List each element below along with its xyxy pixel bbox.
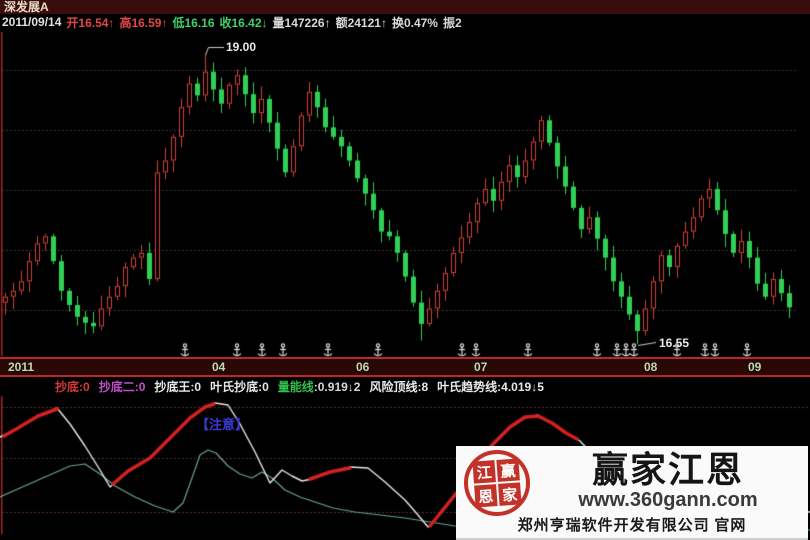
axis-label-04: 04 (212, 360, 225, 374)
indicator-value-3: :0 (258, 380, 269, 394)
seal-ring-icon: 江赢恩家 (462, 448, 532, 518)
seal-char-1: 赢 (496, 458, 519, 481)
quote-segment-7: 换0.47% (392, 14, 438, 31)
axis-label-07: 07 (474, 360, 487, 374)
seal-characters: 江赢恩家 (472, 458, 521, 507)
indicator-token-0: 抄底:0 (55, 378, 90, 395)
indicator-value-bar: 抄底:0抄底二:0抄底王:0叶氏抄底:0量能线:0.919↓2风险顶线:8叶氏趋… (0, 378, 810, 394)
quote-info-bar: 2011/09/14 开16.54↑ 高16.59↑ 低16.16 收16.42↓ 量14… (2, 14, 808, 30)
indicator-token-4: 量能线:0.919↓2 (278, 378, 361, 395)
low-price-annotation: 16.55 (659, 336, 689, 350)
indicator-value-1: :0 (135, 380, 146, 394)
axis-label-2011: 2011 (8, 360, 34, 374)
indicator-label-0: 抄底 (55, 380, 79, 394)
quote-segment-6: 额24121↑ (336, 14, 387, 31)
quote-segment-4: 收16.42↓ (220, 14, 268, 31)
indicator-value-0: :0 (79, 380, 90, 394)
indicator-label-5: 风险顶线 (369, 380, 417, 394)
indicator-value-6: :4.019↓5 (497, 380, 544, 394)
indicator-value-4: :0.919↓2 (314, 380, 361, 394)
indicator-token-2: 抄底王:0 (154, 378, 201, 395)
seal-char-3: 家 (498, 482, 521, 505)
indicator-label-6: 叶氏趋势线 (437, 380, 497, 394)
quote-segment-3: 低16.16 (172, 14, 214, 31)
quote-segment-0: 2011/09/14 (2, 15, 61, 29)
watermark: 江赢恩家 赢家江恩 www.360gann.com 郑州亨瑞软件开发有限公司 官… (456, 446, 808, 540)
indicator-token-3: 叶氏抄底:0 (210, 378, 269, 395)
stock-title: 深发展A (4, 1, 49, 14)
indicator-label-1: 抄底二 (99, 380, 135, 394)
quote-segment-8: 振2 (443, 14, 462, 31)
watermark-body: 江赢恩家 赢家江恩 www.360gann.com (456, 446, 808, 512)
seal-char-0: 江 (472, 460, 495, 483)
notice-label: 【注意】 (196, 414, 248, 433)
axis-label-09: 09 (748, 360, 761, 374)
high-price-annotation: 19.00 (226, 40, 256, 54)
seal-char-2: 恩 (474, 484, 497, 507)
quote-segment-5: 量147226↑ (273, 14, 331, 31)
indicator-value-2: :0 (190, 380, 201, 394)
time-axis: 2011 04 06 07 08 09 (0, 357, 810, 377)
indicator-token-1: 抄底二:0 (99, 378, 146, 395)
indicator-label-3: 叶氏抄底 (210, 380, 258, 394)
watermark-company: 郑州亨瑞软件开发有限公司 官网 (456, 512, 808, 538)
indicator-token-5: 风险顶线:8 (369, 378, 428, 395)
axis-label-06: 06 (356, 360, 369, 374)
indicator-token-6: 叶氏趋势线:4.019↓5 (437, 378, 544, 395)
indicator-label-2: 抄底王 (154, 380, 190, 394)
quote-segment-1: 开16.54↑ (66, 14, 114, 31)
axis-label-08: 08 (644, 360, 657, 374)
indicator-label-4: 量能线 (278, 380, 314, 394)
watermark-brand: 赢家江恩 (534, 450, 802, 490)
watermark-seal-logo: 江赢恩家 (464, 450, 534, 514)
quote-segment-2: 高16.59↑ (119, 14, 167, 31)
watermark-url: www.360gann.com (534, 490, 802, 511)
app-window: 深发展A 2011/09/14 开16.54↑ 高16.59↑ 低16.16 收16.4… (0, 0, 810, 540)
indicator-value-5: :8 (417, 380, 428, 394)
title-bar: 深发展A (0, 0, 810, 14)
